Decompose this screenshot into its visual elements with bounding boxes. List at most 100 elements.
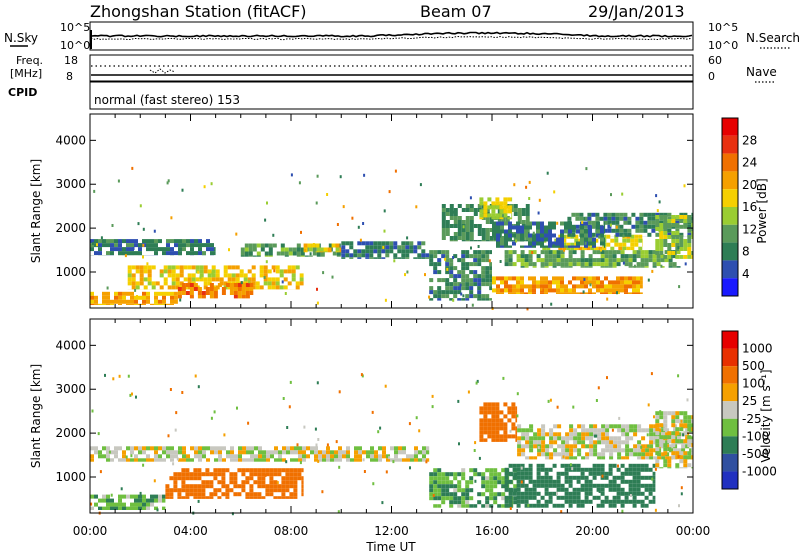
power-cell	[560, 254, 565, 259]
power-cell	[229, 287, 234, 291]
power-cell	[477, 240, 482, 242]
velocity-cell	[273, 496, 278, 499]
velocity-cell	[649, 436, 654, 441]
power-cell	[90, 295, 94, 300]
velocity-cell	[649, 452, 654, 457]
velocity-cell	[659, 423, 664, 428]
power-cell	[465, 216, 470, 220]
power-cell	[540, 225, 544, 230]
colorbar-segment	[722, 436, 738, 454]
power-cell	[501, 216, 506, 220]
velocity-cell	[437, 468, 442, 473]
velocity-cell	[641, 448, 646, 453]
velocity-cell	[588, 487, 593, 492]
power-cell	[612, 292, 616, 294]
power-scatter-cell	[228, 248, 230, 252]
velocity-cell	[544, 467, 549, 472]
velocity-cell	[214, 446, 218, 451]
velocity-cell	[426, 450, 430, 455]
velocity-cell	[573, 428, 578, 433]
power-cell	[409, 241, 414, 246]
velocity-cell	[636, 483, 641, 488]
power-cell	[142, 303, 146, 305]
velocity-scatter-cell	[618, 416, 621, 420]
power-cell	[679, 235, 684, 239]
power-cell	[127, 281, 132, 286]
velocity-cell	[281, 480, 286, 485]
velocity-cell	[201, 484, 206, 489]
velocity-cell	[221, 480, 226, 485]
power-cell	[247, 277, 252, 282]
velocity-cell	[675, 463, 680, 468]
power-cell	[503, 197, 508, 202]
velocity-scatter-cell	[418, 429, 421, 433]
velocity-cell	[197, 496, 202, 499]
velocity-cell	[499, 422, 504, 427]
velocity-cell	[644, 475, 649, 480]
power-scatter-cell	[166, 181, 169, 185]
colorbar-tick-label: 24	[742, 156, 757, 170]
velocity-cell	[501, 484, 506, 489]
velocity-cell	[516, 503, 521, 508]
power-cell	[508, 258, 513, 263]
velocity-cell	[655, 427, 660, 432]
velocity-cell	[250, 446, 254, 451]
power-cell	[619, 212, 624, 217]
power-cell	[520, 250, 525, 255]
freq-tick-top: 18	[64, 54, 78, 67]
power-cell	[197, 287, 202, 291]
velocity-cell	[541, 424, 546, 429]
velocity-cell	[691, 455, 693, 460]
velocity-cell	[422, 458, 426, 462]
power-cell	[143, 269, 148, 274]
power-cell	[465, 298, 470, 301]
velocity-cell	[620, 487, 625, 492]
power-cell	[150, 303, 154, 305]
velocity-scatter-cell	[197, 385, 200, 389]
power-cell	[622, 242, 627, 247]
velocity-cell	[193, 484, 198, 489]
power-cell	[558, 246, 563, 251]
power-cell	[525, 220, 530, 224]
power-cell	[453, 240, 458, 242]
power-scatter-cell	[460, 292, 463, 296]
velocity-cell	[536, 499, 541, 504]
velocity-cell	[561, 440, 566, 445]
power-cell	[624, 288, 628, 293]
power-cell	[205, 287, 210, 291]
velocity-cell	[130, 506, 134, 510]
power-cell	[588, 225, 592, 230]
velocity-cell	[193, 472, 198, 477]
power-scatter-cell	[235, 232, 238, 236]
freq-tick-bottom: 8	[66, 70, 73, 83]
power-cell	[461, 240, 466, 242]
power-cell	[485, 278, 490, 283]
power-cell	[576, 262, 581, 267]
power-cell	[584, 229, 588, 234]
power-scatter-cell	[444, 257, 447, 261]
velocity-cell	[540, 503, 545, 508]
power-cell	[166, 251, 170, 256]
velocity-scatter-cell	[335, 440, 338, 444]
power-cell	[630, 238, 635, 243]
velocity-cell	[613, 436, 618, 441]
power-cell	[445, 286, 450, 291]
velocity-cell	[410, 454, 414, 459]
power-cell	[485, 254, 490, 259]
velocity-cell	[528, 463, 533, 468]
velocity-cell	[410, 458, 414, 462]
velocity-scatter-cell	[317, 438, 320, 441]
power-cell	[229, 291, 234, 295]
power-cell	[449, 216, 454, 220]
power-cell	[528, 254, 533, 259]
velocity-cell	[548, 483, 553, 488]
velocity-cell	[205, 496, 210, 499]
velocity-cell	[441, 500, 446, 505]
power-cell	[604, 241, 606, 246]
velocity-cell	[537, 432, 542, 437]
velocity-cell	[154, 458, 158, 462]
power-cell	[580, 284, 584, 289]
velocity-scatter-cell	[597, 386, 600, 390]
velocity-cell	[114, 506, 118, 510]
velocity-cell	[162, 458, 166, 462]
